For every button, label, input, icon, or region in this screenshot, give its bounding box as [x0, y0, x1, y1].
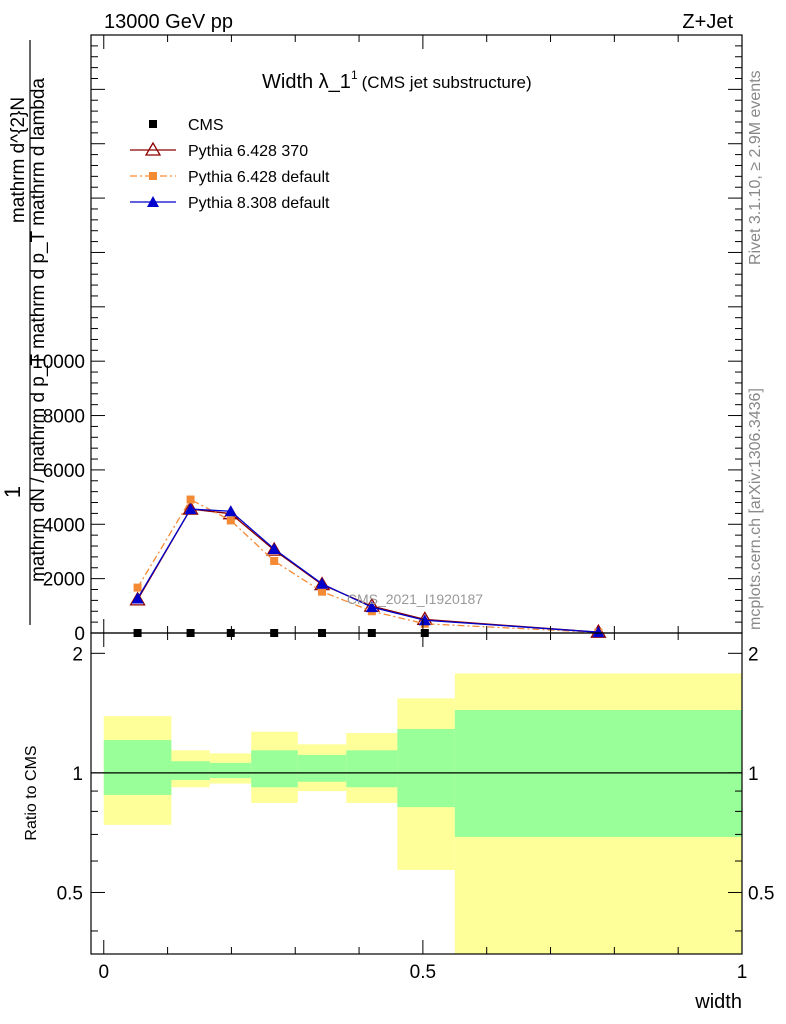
- series-line: [137, 498, 599, 634]
- plot-subtitle: (CMS jet substructure): [362, 73, 532, 92]
- process-label: Z+Jet: [682, 11, 733, 33]
- main-plot-data: [129, 495, 607, 638]
- legend-label: Pythia 6.428 default: [188, 169, 330, 186]
- plot-title-main: Width λ_1: [262, 71, 351, 93]
- data-point: [133, 583, 142, 592]
- inner-band: [171, 761, 210, 780]
- ratio-y-label: Ratio to CMS: [23, 745, 40, 840]
- data-point: [224, 505, 237, 517]
- y-tick-label: 8000: [43, 407, 85, 428]
- main-y-axis-label: 1 mathrm d^{2}N mathrm dN / mathrm d p_T…: [0, 40, 49, 625]
- y-label-denominator: mathrm dN / mathrm d p_T mathrm d p_T ma…: [28, 78, 49, 582]
- plot-title-superscript: 1: [351, 68, 358, 82]
- data-point: [592, 626, 605, 638]
- mcplots-label: mcplots.cern.ch [arXiv:1306.3436]: [747, 388, 764, 630]
- legend-label: Pythia 8.308 default: [188, 195, 330, 212]
- ratio-bands: [91, 673, 742, 954]
- ratio-y-tick-label-left: 2: [72, 644, 83, 665]
- inner-band: [297, 754, 347, 782]
- ratio-y-tick-label-left: 0.5: [57, 883, 83, 904]
- data-point: [131, 592, 144, 604]
- ratio-y-tick-label-right: 1: [748, 764, 759, 785]
- y-label-prefactor: 1: [0, 486, 25, 498]
- series-line: [137, 508, 599, 633]
- inner-band: [209, 762, 252, 779]
- ratio-plot-panel: 0.5 0.5 1 1 2 2 0 0.5 1 Ratio to CMS width: [23, 632, 774, 1013]
- legend-marker: [144, 141, 162, 156]
- data-point: [316, 577, 329, 589]
- ratio-y-tick-label-left: 1: [72, 764, 83, 785]
- x-tick-label: 0: [98, 962, 109, 983]
- rivet-version-label: Rivet 3.1.10, ≥ 2.9M events: [747, 70, 764, 265]
- inner-band: [251, 750, 298, 788]
- y-tick-label: 0: [74, 624, 85, 645]
- energy-label: 13000 GeV pp: [104, 11, 233, 33]
- legend-entry: Pythia 8.308 default: [130, 195, 330, 212]
- data-point: [186, 495, 195, 504]
- series-3: [131, 503, 605, 638]
- x-axis-label: width: [694, 991, 742, 1013]
- legend-marker: [149, 172, 157, 180]
- data-point: [129, 591, 146, 606]
- inner-band: [346, 750, 398, 788]
- y-tick-label: 2000: [43, 570, 85, 591]
- main-x-ticks: [103, 35, 743, 633]
- data-point: [365, 601, 378, 613]
- data-point: [270, 556, 279, 565]
- series-2: [133, 495, 603, 637]
- x-tick-label: 1: [737, 962, 748, 983]
- inner-band: [397, 728, 455, 808]
- data-point: [184, 503, 197, 515]
- data-point: [318, 587, 327, 596]
- data-point: [268, 543, 281, 555]
- legend-entry: CMS: [149, 117, 224, 134]
- data-point: [226, 516, 235, 525]
- legend: CMS Pythia 6.428 370 Pythia 6.428 default P…: [130, 117, 330, 212]
- series-1: [129, 500, 607, 638]
- main-y-axis: 0 2000 4000 6000 8000 10000: [32, 34, 742, 645]
- x-tick-label: 0.5: [410, 962, 436, 983]
- data-point: [266, 541, 283, 556]
- inner-band: [103, 740, 172, 795]
- main-plot-panel: 0 2000 4000 6000 8000 10000 CMS_2021_I1920187…: [0, 34, 743, 645]
- data-point: [418, 614, 431, 626]
- plot-title: Width λ_11 (CMS jet substructure): [262, 68, 532, 93]
- y-label-numerator: mathrm d^{2}N: [8, 97, 29, 223]
- legend-entry: Pythia 6.428 370: [130, 141, 308, 160]
- legend-label: CMS: [188, 117, 224, 134]
- ratio-axes: 0.5 0.5 1 1 2 2 0 0.5 1: [57, 633, 774, 983]
- legend-label: Pythia 6.428 370: [188, 143, 308, 160]
- ratio-plot-frame: [90, 632, 743, 955]
- ratio-y-tick-label-right: 2: [748, 644, 759, 665]
- legend-entry: Pythia 6.428 default: [130, 169, 330, 186]
- ratio-y-tick-label-right: 0.5: [748, 883, 774, 904]
- legend-marker: [147, 196, 159, 207]
- y-tick-label: 4000: [43, 515, 85, 536]
- analysis-watermark: CMS_2021_I1920187: [347, 591, 483, 607]
- y-tick-label: 6000: [43, 461, 85, 482]
- legend-marker: [149, 120, 157, 128]
- y-tick-label: 10000: [32, 352, 85, 373]
